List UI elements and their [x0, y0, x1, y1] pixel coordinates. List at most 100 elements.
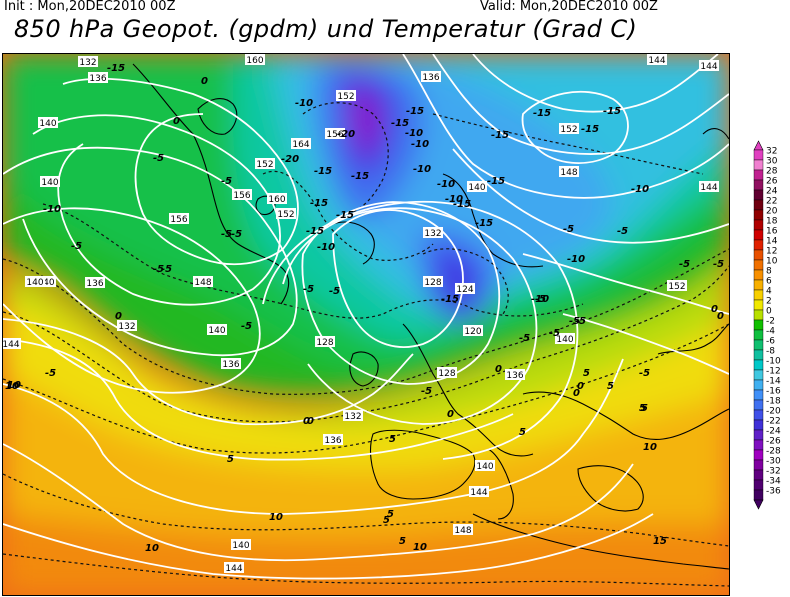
temperature-labels: -15 0 0 -10 -5 -10 -5 -5 -5 -5 -5 -5 -5 … — [5, 63, 724, 554]
svg-text:140: 140 — [468, 183, 485, 193]
svg-text:120: 120 — [464, 327, 481, 337]
svg-text:-5: -5 — [679, 259, 690, 270]
legend-label: -14 — [766, 377, 781, 387]
legend-swatch — [753, 219, 764, 231]
legend-swatch — [753, 179, 764, 191]
legend-swatch — [753, 469, 764, 481]
svg-text:148: 148 — [194, 278, 211, 288]
legend-swatch — [753, 209, 764, 221]
svg-text:132: 132 — [344, 412, 361, 422]
svg-text:-5: -5 — [329, 286, 340, 297]
svg-text:5: 5 — [641, 403, 648, 414]
svg-text:152: 152 — [337, 92, 354, 102]
svg-text:0: 0 — [303, 416, 310, 427]
svg-text:-5: -5 — [563, 224, 574, 235]
svg-text:5: 5 — [519, 427, 526, 438]
svg-text:0: 0 — [307, 416, 314, 427]
legend-swatch — [753, 319, 764, 331]
svg-text:-15: -15 — [351, 171, 369, 182]
legend-label: 16 — [766, 227, 778, 237]
svg-text:0: 0 — [717, 311, 724, 322]
legend-swatch — [753, 309, 764, 321]
svg-text:164: 164 — [292, 140, 309, 150]
svg-text:5: 5 — [583, 368, 590, 379]
legend-swatch — [753, 259, 764, 271]
svg-text:10: 10 — [413, 542, 427, 553]
svg-text:140: 140 — [37, 278, 54, 288]
legend-label: -4 — [766, 327, 775, 337]
legend-label: -18 — [766, 397, 781, 407]
svg-text:136: 136 — [222, 360, 239, 370]
legend-label: 14 — [766, 237, 778, 247]
map-title: 850 hPa Geopot. (gpdm) und Temperatur (G… — [14, 15, 638, 43]
svg-text:128: 128 — [438, 369, 455, 379]
legend-swatch — [753, 169, 764, 181]
legend-bottom-arrow — [753, 499, 764, 510]
svg-text:160: 160 — [268, 195, 285, 205]
svg-text:-10: -10 — [631, 184, 649, 195]
legend-swatch — [753, 379, 764, 391]
svg-text:-10: -10 — [43, 204, 61, 215]
svg-text:-15: -15 — [453, 199, 471, 210]
svg-text:-10: -10 — [567, 254, 585, 265]
legend-swatch — [753, 189, 764, 201]
legend-swatch — [753, 299, 764, 311]
svg-text:140: 140 — [556, 335, 573, 345]
svg-text:-15: -15 — [441, 294, 459, 305]
svg-text:152: 152 — [560, 125, 577, 135]
svg-text:-15: -15 — [406, 106, 424, 117]
legend-label: 12 — [766, 247, 777, 257]
height-contours — [3, 54, 729, 580]
svg-text:-5: -5 — [569, 316, 580, 327]
isotherms — [3, 102, 729, 587]
legend-label: 28 — [766, 167, 778, 177]
legend-label: -30 — [766, 457, 781, 467]
legend-swatch — [753, 349, 764, 361]
svg-text:-15: -15 — [391, 118, 409, 129]
legend-swatch — [753, 359, 764, 371]
legend-swatch — [753, 159, 764, 171]
svg-text:152: 152 — [668, 282, 685, 292]
legend-swatch — [753, 329, 764, 341]
svg-text:-5: -5 — [161, 264, 172, 275]
legend-swatch — [753, 409, 764, 421]
svg-text:-5: -5 — [535, 294, 546, 305]
svg-text:136: 136 — [89, 74, 106, 84]
svg-text:-10: -10 — [531, 294, 549, 305]
legend-swatch — [753, 459, 764, 471]
svg-text:140: 140 — [476, 462, 493, 472]
legend-swatch — [753, 389, 764, 401]
legend-label: 10 — [766, 257, 778, 267]
svg-text:-10: -10 — [445, 194, 463, 205]
legend-swatch — [753, 269, 764, 281]
svg-text:152: 152 — [256, 160, 273, 170]
svg-text:10: 10 — [269, 512, 283, 523]
svg-text:156: 156 — [170, 215, 187, 225]
svg-text:-5: -5 — [221, 176, 232, 187]
legend-label: -26 — [766, 437, 781, 447]
svg-text:10: 10 — [643, 442, 657, 453]
svg-text:-15: -15 — [314, 166, 332, 177]
weather-map: 132 136 160 136 144 144 140 140 152 156 … — [2, 53, 730, 596]
init-time: Init : Mon,20DEC2010 00Z — [4, 0, 176, 14]
legend-label: 6 — [766, 277, 772, 287]
svg-text:144: 144 — [3, 340, 20, 350]
legend-swatch — [753, 279, 764, 291]
svg-text:-5: -5 — [575, 316, 586, 327]
legend-swatch — [753, 439, 764, 451]
svg-text:0: 0 — [711, 304, 718, 315]
svg-text:-10: -10 — [437, 179, 455, 190]
svg-text:5: 5 — [387, 509, 394, 520]
legend-swatch — [753, 239, 764, 251]
svg-text:144: 144 — [648, 56, 665, 66]
legend-swatch — [753, 369, 764, 381]
svg-text:0: 0 — [577, 381, 584, 392]
svg-text:-5: -5 — [153, 264, 164, 275]
legend-label: -36 — [766, 487, 781, 497]
svg-text:5: 5 — [389, 434, 396, 445]
svg-text:0: 0 — [447, 409, 454, 420]
svg-text:-10: -10 — [295, 98, 313, 109]
svg-text:140: 140 — [232, 541, 249, 551]
svg-text:144: 144 — [700, 183, 717, 193]
svg-text:156: 156 — [233, 191, 250, 201]
